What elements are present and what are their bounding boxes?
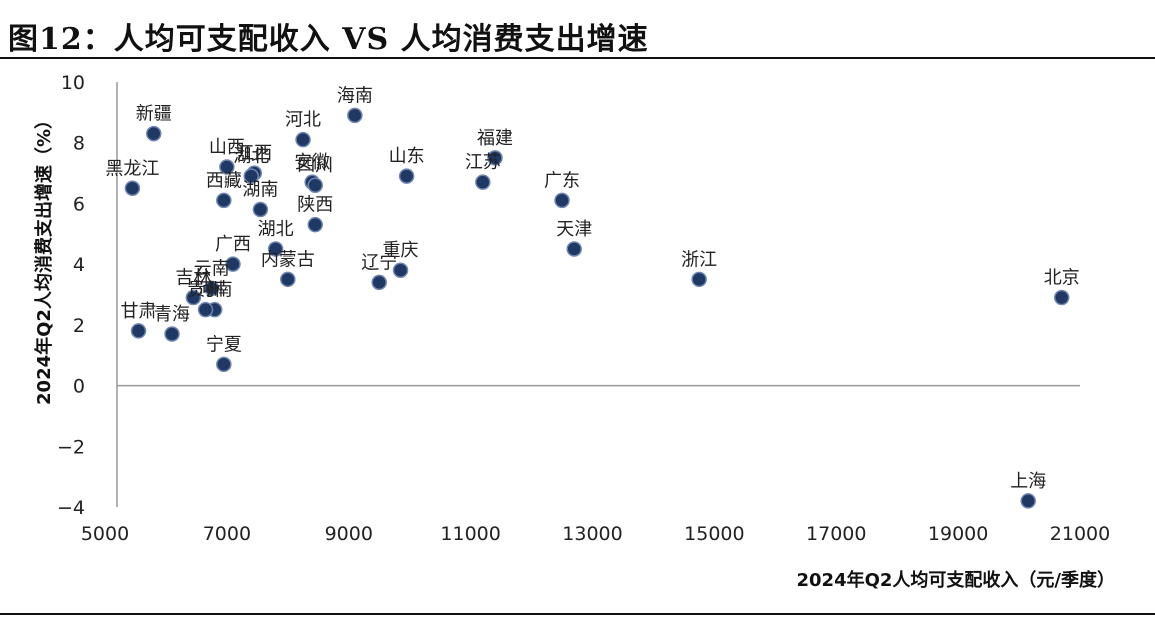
title-divider [0,57,1155,59]
point-label: 上海 [1010,471,1046,492]
data-point [691,271,707,288]
data-point [185,289,202,306]
point-label: 辽宁 [361,252,397,273]
point-label: 新疆 [136,104,172,125]
point-label: 四川 [297,155,333,176]
x-tick-label: 7000 [203,523,251,545]
x-tick-label: 17000 [806,523,866,545]
y-tick-label: −4 [57,497,85,519]
axes [116,82,1080,507]
x-tick-label: 11000 [440,523,500,545]
chart-title: 图12：人均可支配收入 VS 人均消费支出增速 [8,22,649,57]
data-point [307,177,323,193]
y-tick-label: 2 [73,315,85,337]
point-label: 内蒙古 [261,249,315,270]
x-tick-label: 13000 [562,523,622,545]
y-tick-label: 6 [73,193,85,215]
data-point [225,256,241,272]
data-point [267,241,284,257]
point-label: 宁夏 [206,334,242,355]
bottom-divider [0,613,1155,615]
point-label: 贵州 [188,280,224,301]
point-label: 福建 [477,128,513,149]
x-tick-label: 9000 [325,523,373,545]
data-point [146,125,162,142]
point-label: 天津 [556,219,592,240]
data-point [203,280,220,297]
y-tick-label: 10 [61,72,85,94]
data-point [164,326,180,342]
data-point [1020,493,1036,509]
point-label: 海南 [337,85,373,106]
point-label: 甘肃 [121,301,157,322]
data-point [216,192,232,209]
point-label: 河南 [197,280,233,301]
x-axis-title: 2024年Q2人均可支配收入（元/季度） [797,569,1116,591]
point-label: 广西 [215,234,251,255]
y-tick-labels: −4 −2 0 2 4 6 8 10 [57,72,85,519]
x-tick-label: 19000 [928,523,988,545]
point-label: 北京 [1044,268,1080,289]
data-point [307,216,323,233]
data-point [554,192,570,209]
point-label: 山西 [209,137,245,158]
data-point [487,150,503,166]
data-point [130,323,147,339]
point-label: 浙江 [681,249,717,270]
data-point [124,180,141,196]
data-point [566,241,582,257]
point-label: 西藏 [206,170,242,191]
data-point [216,356,232,373]
point-label: 安徽 [294,152,330,173]
data-point [295,131,311,148]
y-tick-label: −2 [57,436,85,458]
point-label: 云南 [194,258,230,279]
data-points [124,107,1070,509]
point-label: 广东 [544,170,580,191]
point-label: 湖南 [242,180,278,201]
point-label: 陕西 [297,195,333,216]
data-point [371,274,387,291]
data-point [347,107,363,124]
x-tick-labels: 5000 7000 9000 11000 13000 15000 17000 19000 210… [81,523,1110,545]
point-label: 湖北 [233,146,269,167]
data-point [197,301,214,318]
data-point [280,271,296,288]
data-point [398,168,415,184]
x-tick-label: 21000 [1050,523,1110,545]
y-axis-title: 2024年Q2人均消费支出增速（%） [33,111,55,405]
point-label: 河北 [285,110,321,131]
point-label: 江西 [236,143,272,164]
data-point [1053,289,1070,306]
point-label: 吉林 [175,268,211,289]
data-point [252,201,269,218]
y-tick-label: 8 [73,133,85,155]
data-point [219,159,235,175]
point-label: 江苏 [465,152,501,173]
x-tick-label: 5000 [81,523,129,545]
point-label: 青海 [154,304,190,325]
x-tick-label: 15000 [684,523,744,545]
y-tick-label: 4 [73,254,85,276]
point-label: 湖北 [258,219,294,240]
y-tick-label: 0 [73,376,85,398]
point-label: 重庆 [383,240,419,261]
data-point [475,174,491,190]
data-point [392,262,409,278]
point-label: 山东 [389,146,425,167]
data-point [243,168,259,184]
point-label: 黑龙江 [105,158,159,179]
